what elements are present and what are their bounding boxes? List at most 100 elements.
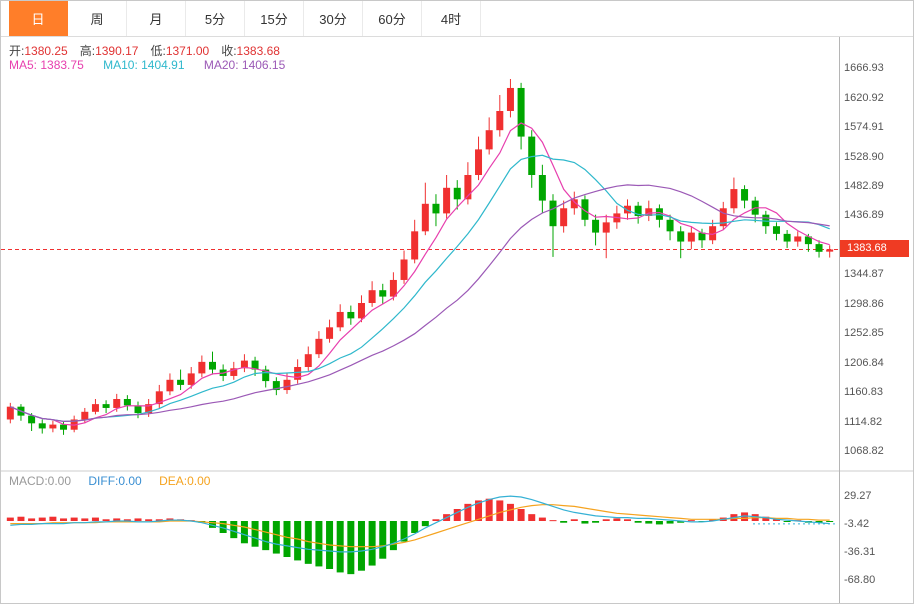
macd-hist-bar: [113, 518, 121, 521]
candlestick-macd-plot: [1, 37, 913, 603]
candle-body: [336, 311, 344, 328]
macd-axis-label: 29.27: [844, 489, 872, 502]
candle-body: [368, 290, 376, 303]
current-price-tag: 1383.68: [840, 240, 909, 258]
macd-hist-bar: [475, 500, 483, 521]
macd-hist-bar: [592, 521, 600, 523]
ma10-readout: MA10: 1404.91: [103, 58, 185, 72]
macd-hist-bar: [613, 518, 621, 521]
timeframe-tab-周[interactable]: 周: [68, 1, 127, 36]
price-axis-label: 1574.91: [844, 121, 884, 134]
price-axis-label: 1666.93: [844, 62, 884, 75]
candle-body: [528, 136, 536, 175]
macd-hist-bar: [155, 519, 163, 521]
timeframe-tab-4时[interactable]: 4时: [422, 1, 481, 36]
candle-body: [783, 233, 791, 242]
macd-hist-bar: [741, 512, 749, 521]
macd-hist-bar: [91, 517, 99, 521]
candle-body: [272, 381, 280, 391]
timeframe-tab-30分[interactable]: 30分: [304, 1, 363, 36]
candle-body: [432, 203, 440, 214]
open-label: 开:: [9, 44, 25, 58]
macd-hist-bar: [624, 519, 631, 521]
candle-body: [741, 189, 749, 201]
price-axis-label: 1068.82: [844, 444, 884, 457]
macd-hist-bar: [357, 521, 365, 571]
candle-body: [357, 303, 365, 319]
close-value: 1383.68: [236, 44, 280, 58]
candle-body: [315, 338, 323, 355]
candle-body: [592, 219, 600, 233]
candle-body: [379, 290, 387, 297]
timeframe-tab-60分[interactable]: 60分: [363, 1, 422, 36]
macd-axis-label: -3.42: [844, 517, 870, 530]
timeframe-tab-月[interactable]: 月: [127, 1, 186, 36]
macd-hist-bar: [379, 521, 387, 559]
timeframe-toolbar: 日周月 5分 15分 30分 60分 4时: [1, 1, 913, 37]
macd-hist-bar: [655, 521, 663, 525]
candle-body: [538, 175, 546, 201]
macd-hist-bar: [123, 519, 131, 521]
macd-hist-bar: [570, 519, 578, 521]
candle-body: [762, 214, 770, 227]
price-axis-label: 1620.92: [844, 91, 884, 104]
price-axis-label: 1160.83: [844, 386, 883, 399]
macd-hist-bar: [815, 521, 823, 523]
candle-body: [496, 111, 504, 131]
candle-body: [283, 379, 291, 391]
macd-hist-bar: [549, 520, 557, 522]
close-label: 收:: [221, 44, 237, 58]
candle-body: [815, 244, 823, 252]
candle-body: [719, 208, 727, 227]
candle-body: [6, 406, 14, 420]
macd-hist-bar: [762, 516, 770, 521]
candle-body: [634, 205, 642, 216]
candle-body: [624, 205, 631, 214]
candle-body: [549, 200, 557, 227]
candle-body: [145, 404, 153, 414]
price-axis-label: 1482.89: [844, 179, 884, 192]
candle-body: [326, 327, 334, 339]
macd-hist-bar: [336, 521, 344, 573]
candle-body: [123, 399, 131, 406]
timeframe-tab-15分[interactable]: 15分: [245, 1, 304, 36]
candle-body: [826, 249, 834, 252]
candle-body: [102, 404, 110, 408]
macd-hist-bar: [347, 521, 355, 575]
ma-readout: MA5: 1383.75 MA10: 1404.91 MA20: 1406.15: [9, 58, 301, 72]
candle-body: [709, 226, 717, 241]
ma5-readout: MA5: 1383.75: [9, 58, 84, 72]
macd-hist-bar: [251, 521, 259, 547]
macd-value-readout: MACD:0.00: [9, 474, 72, 488]
candle-body: [464, 175, 472, 200]
macd-hist-bar: [687, 520, 695, 522]
timeframe-tab-日[interactable]: 日: [9, 1, 68, 36]
candle-body: [294, 367, 302, 380]
macd-readout: MACD:0.00 DIFF:0.00 DEA:0.00: [9, 474, 224, 488]
candle-body: [91, 404, 99, 412]
timeframe-tab-5分[interactable]: 5分: [186, 1, 245, 36]
candle-body: [485, 130, 493, 150]
candle-body: [230, 368, 238, 376]
candle-body: [389, 279, 397, 297]
candle-body: [517, 87, 525, 137]
ohlc-readout: 开:1380.25 高:1390.17 低:1371.00 收:1383.68: [9, 42, 292, 59]
candle-body: [166, 379, 174, 392]
high-label: 高:: [79, 44, 96, 58]
macd-hist-bar: [602, 519, 610, 521]
candle-body: [209, 361, 216, 370]
macd-hist-bar: [49, 516, 57, 521]
macd-hist-bar: [219, 521, 227, 533]
ma5-line: [10, 122, 830, 426]
candle-body: [804, 236, 812, 245]
macd-hist-bar: [304, 521, 312, 564]
macd-hist-bar: [81, 518, 89, 521]
candle-body: [560, 208, 568, 227]
high-value: 1390.17: [95, 44, 139, 58]
candle-body: [304, 354, 312, 367]
macd-hist-bar: [272, 521, 280, 554]
macd-hist-bar: [560, 521, 568, 523]
ma20-readout: MA20: 1406.15: [203, 58, 286, 72]
candle-body: [177, 379, 185, 385]
